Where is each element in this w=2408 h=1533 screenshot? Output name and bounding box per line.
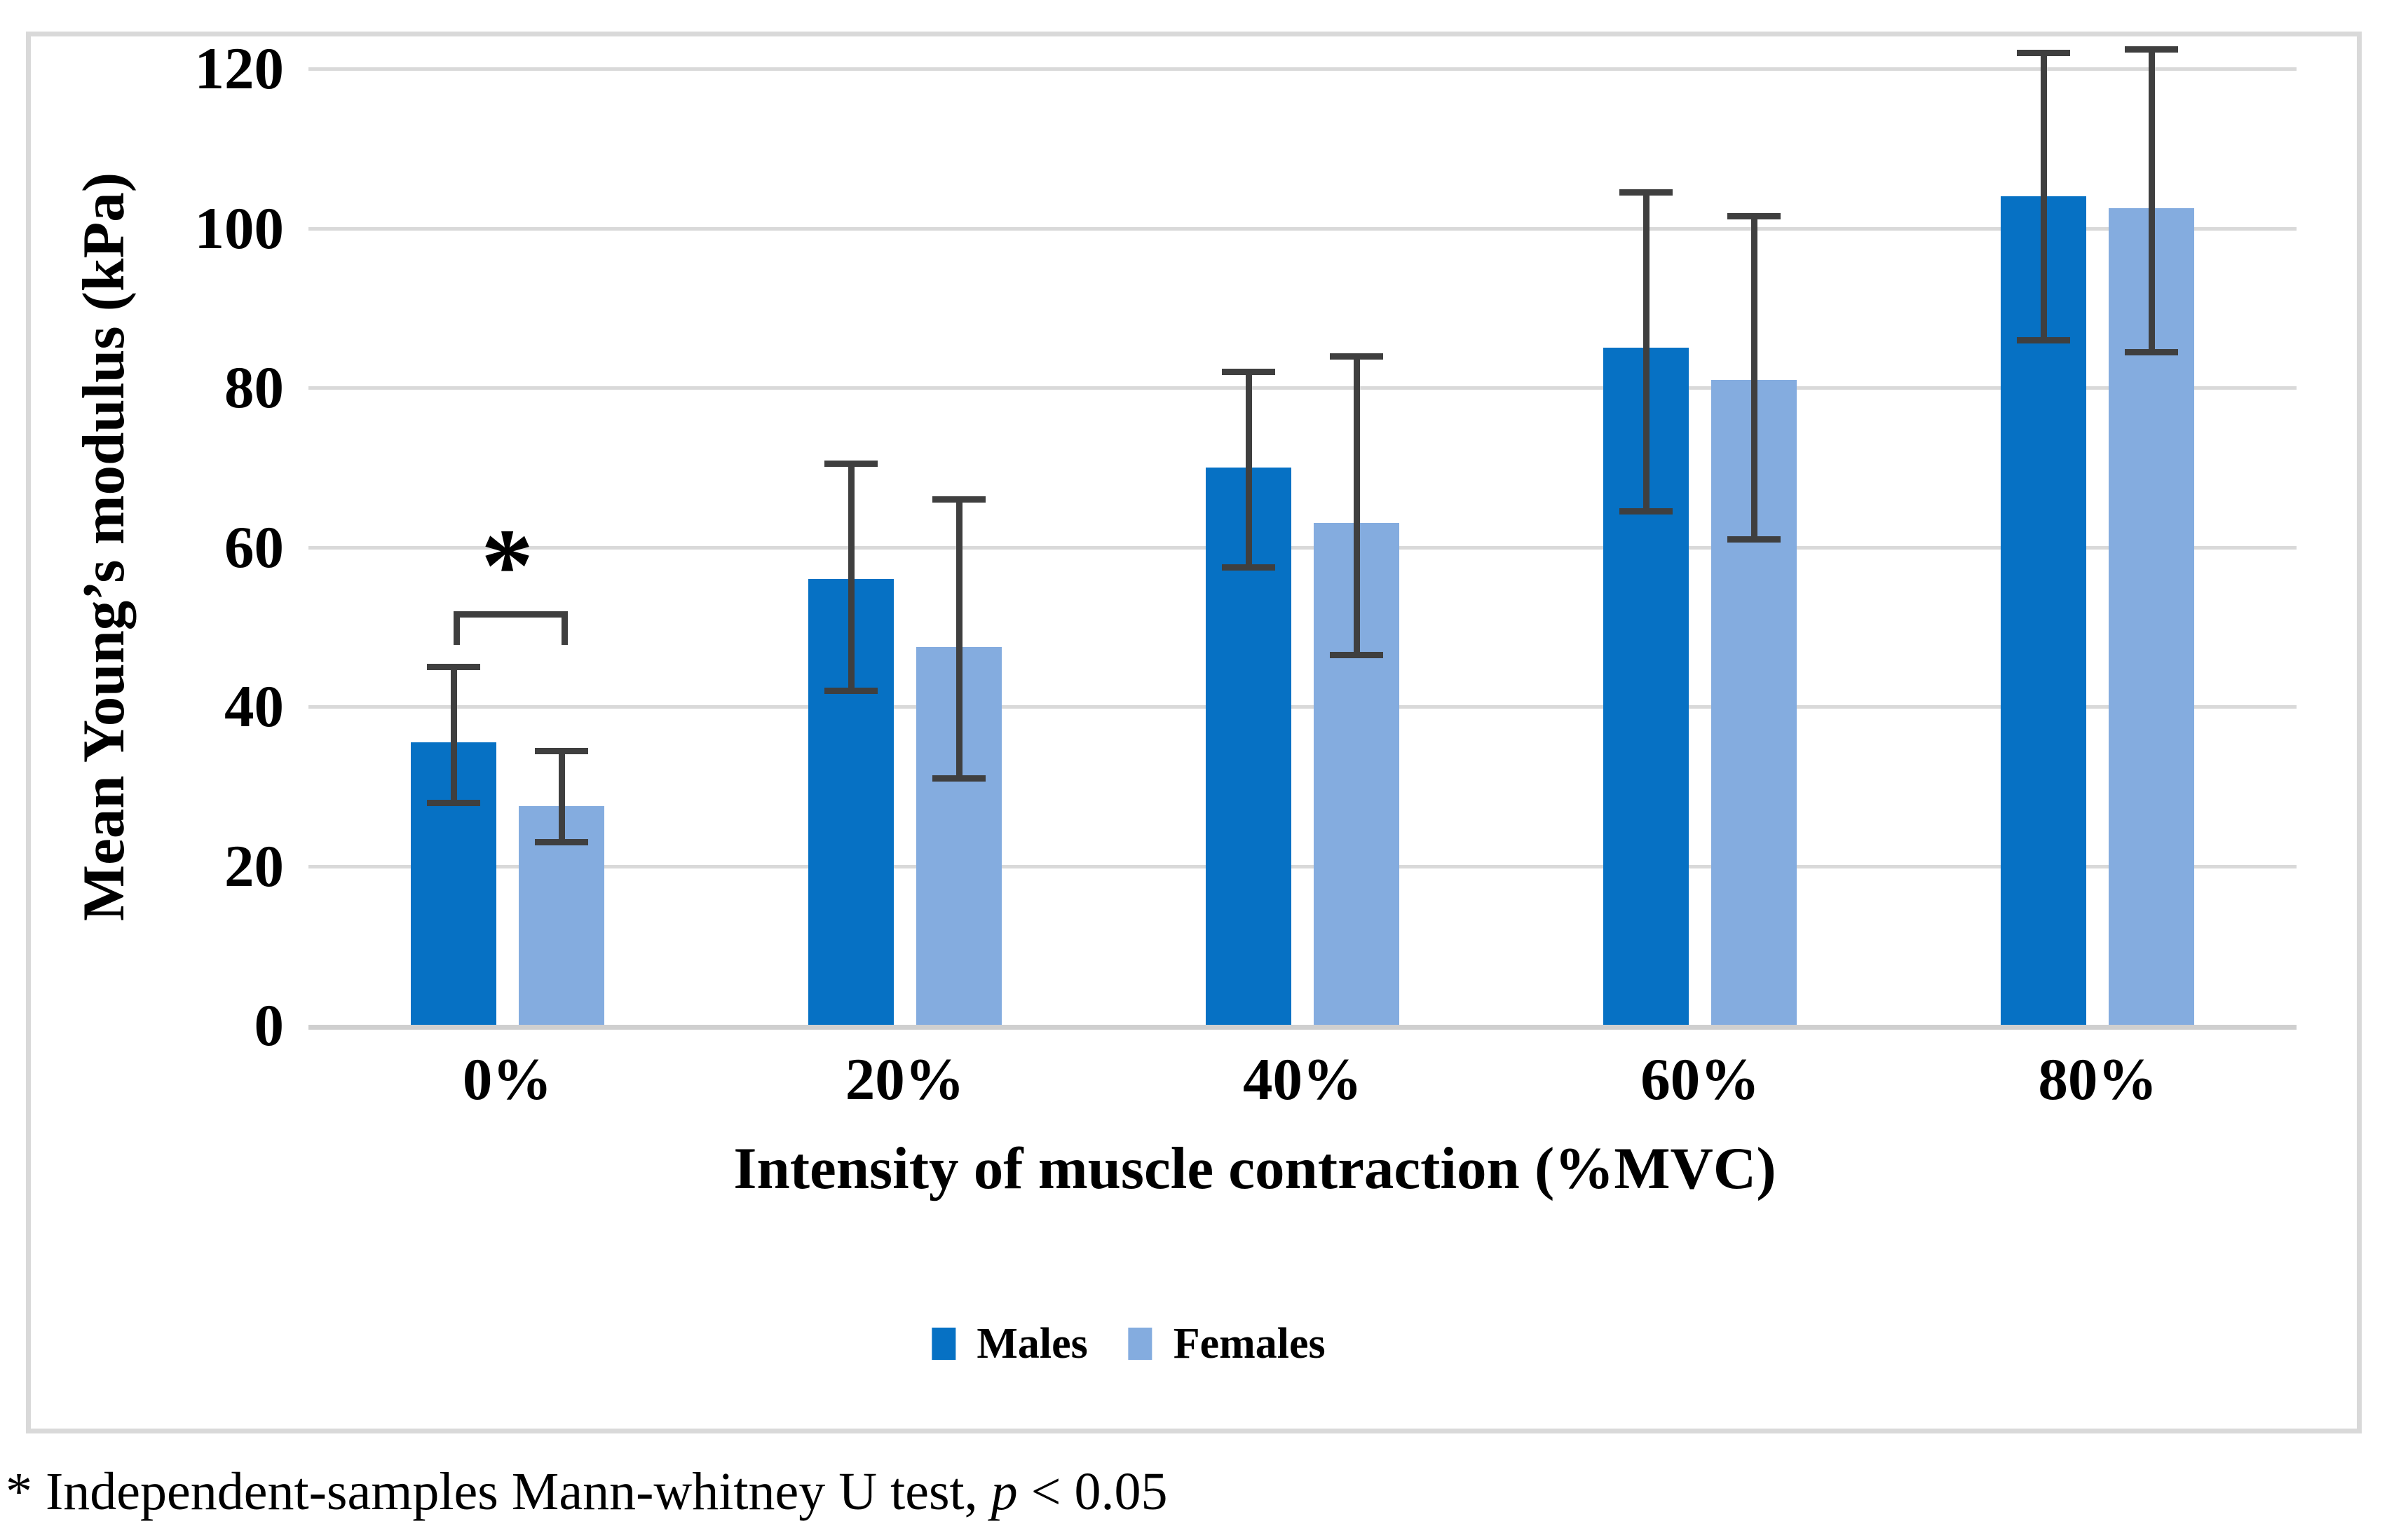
error-bar-cap bbox=[1619, 508, 1673, 515]
error-bar bbox=[558, 750, 565, 843]
gridline-80 bbox=[308, 386, 2297, 390]
error-bar-cap bbox=[932, 496, 986, 503]
legend-label-males: Males bbox=[977, 1320, 1088, 1368]
gridline-60 bbox=[308, 545, 2297, 550]
error-bar-cap bbox=[2017, 50, 2071, 57]
error-bar bbox=[1751, 216, 1758, 540]
footnote-suffix: < 0.05 bbox=[1017, 1462, 1168, 1521]
error-bar-cap bbox=[1222, 369, 1275, 376]
y-tick-label: 0 bbox=[254, 993, 285, 1058]
x-tick-label: 40% bbox=[1243, 1047, 1362, 1112]
error-bar-cap bbox=[534, 747, 588, 754]
y-tick-label: 60 bbox=[224, 514, 284, 580]
error-bar-cap bbox=[534, 839, 588, 846]
legend-item-males: Males bbox=[932, 1320, 1088, 1368]
error-bar bbox=[450, 667, 457, 803]
error-bar-cap bbox=[1727, 213, 1781, 220]
y-tick-label: 120 bbox=[194, 36, 285, 102]
error-bar bbox=[955, 499, 962, 779]
error-bar-cap bbox=[2125, 348, 2179, 355]
y-tick-label: 80 bbox=[224, 355, 284, 421]
error-bar bbox=[848, 463, 855, 691]
error-bar bbox=[1354, 355, 1360, 655]
footnote-p-symbol: p bbox=[991, 1462, 1018, 1521]
x-tick-label: 60% bbox=[1640, 1047, 1760, 1112]
significance-bracket-right-tick bbox=[561, 611, 568, 645]
error-bar-cap bbox=[1330, 652, 1383, 659]
legend: Males Females bbox=[932, 1320, 1326, 1368]
x-tick-label: 20% bbox=[845, 1047, 965, 1112]
error-bar-cap bbox=[1222, 564, 1275, 571]
legend-swatch-females bbox=[1128, 1328, 1152, 1360]
error-bar bbox=[2149, 48, 2156, 352]
error-bar-cap bbox=[1727, 536, 1781, 543]
chart-frame bbox=[26, 32, 2362, 1433]
footnote: * Independent-samples Mann-whitney U tes… bbox=[6, 1457, 1168, 1527]
error-bar-cap bbox=[2017, 336, 2071, 343]
legend-item-females: Females bbox=[1128, 1320, 1326, 1368]
gridline-120 bbox=[308, 67, 2297, 71]
error-bar-cap bbox=[932, 775, 986, 782]
error-bar-cap bbox=[824, 461, 878, 468]
gridline-20 bbox=[308, 864, 2297, 868]
error-bar bbox=[2041, 53, 2048, 340]
y-tick-label: 40 bbox=[224, 674, 284, 740]
error-bar-cap bbox=[2125, 46, 2179, 53]
error-bar-cap bbox=[426, 799, 480, 806]
significance-asterisk: * bbox=[481, 507, 534, 624]
legend-label-females: Females bbox=[1173, 1320, 1326, 1368]
error-bar-cap bbox=[824, 688, 878, 695]
x-tick-label: 80% bbox=[2038, 1047, 2158, 1112]
x-tick-label: 0% bbox=[462, 1047, 552, 1112]
gridline-40 bbox=[308, 705, 2297, 709]
gridline-100 bbox=[308, 226, 2297, 231]
significance-bracket bbox=[453, 611, 568, 618]
x-axis-title: Intensity of muscle contraction (%MVC) bbox=[733, 1136, 1776, 1201]
x-axis-line bbox=[308, 1025, 2297, 1030]
error-bar-cap bbox=[426, 664, 480, 671]
legend-swatch-males bbox=[932, 1328, 956, 1360]
error-bar-cap bbox=[1619, 189, 1673, 196]
significance-bracket-left-tick bbox=[453, 611, 460, 645]
y-tick-label: 20 bbox=[224, 833, 284, 899]
error-bar-cap bbox=[1330, 353, 1383, 360]
error-bar bbox=[1246, 372, 1252, 567]
footnote-prefix: * Independent-samples Mann-whitney U tes… bbox=[6, 1462, 991, 1521]
y-tick-label: 100 bbox=[194, 195, 285, 261]
error-bar bbox=[1643, 192, 1650, 512]
